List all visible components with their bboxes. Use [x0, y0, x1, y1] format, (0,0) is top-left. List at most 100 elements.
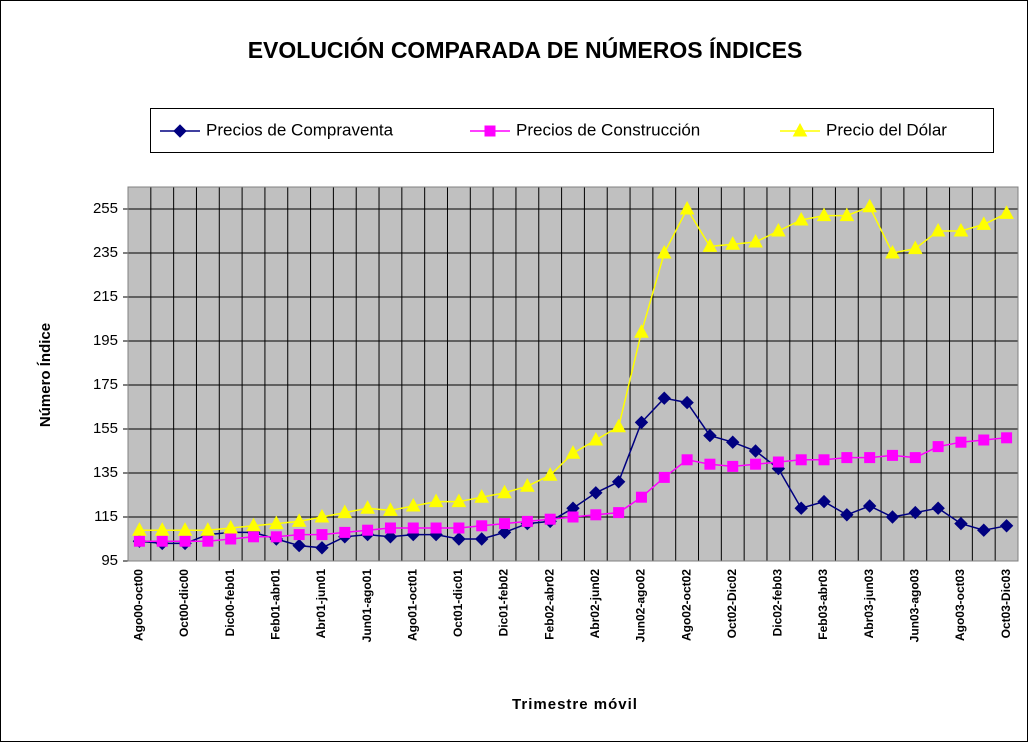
x-tick-label: Abr03-jun03	[862, 569, 876, 639]
y-tick-label: 115	[94, 508, 118, 525]
x-tick-label: Dic02-feb03	[771, 569, 785, 637]
marker	[864, 452, 876, 464]
marker	[931, 501, 945, 515]
marker	[453, 522, 465, 534]
marker	[428, 493, 444, 508]
marker	[907, 240, 923, 255]
marker	[932, 441, 944, 453]
marker	[795, 454, 807, 466]
marker	[451, 493, 467, 508]
marker	[793, 211, 809, 226]
marker	[727, 460, 739, 472]
x-tick-label: Jun03-ago03	[907, 569, 921, 643]
marker	[885, 244, 900, 259]
marker	[225, 533, 237, 545]
plot-area	[128, 187, 1018, 561]
x-tick-label: Dic01-feb02	[497, 569, 511, 637]
chart-title: EVOLUCIÓN COMPARADA DE NÚMEROS ÍNDICES	[248, 36, 803, 63]
marker	[202, 535, 214, 547]
marker	[544, 513, 556, 525]
marker	[862, 499, 877, 513]
marker	[521, 515, 533, 527]
marker	[954, 516, 968, 531]
marker	[816, 207, 832, 222]
plot-border	[127, 186, 1019, 562]
y-tick-label: 155	[93, 420, 118, 437]
marker	[613, 507, 625, 519]
marker	[474, 489, 490, 503]
marker	[484, 125, 496, 137]
marker	[337, 504, 353, 519]
marker	[291, 513, 307, 527]
marker	[246, 517, 261, 532]
marker	[703, 428, 717, 443]
marker	[955, 436, 967, 448]
marker	[497, 525, 512, 540]
legend-label: Precios de Compraventa	[206, 120, 394, 139]
marker	[542, 467, 558, 481]
marker	[200, 522, 216, 536]
marker	[520, 478, 535, 492]
y-tick-label: 135	[93, 464, 118, 481]
marker	[750, 458, 762, 470]
marker	[748, 233, 763, 248]
marker	[475, 532, 489, 546]
marker	[292, 538, 306, 553]
marker	[156, 535, 168, 547]
marker	[794, 501, 808, 515]
marker	[818, 454, 830, 466]
x-tick-label: Ago02-oct02	[679, 569, 693, 641]
x-tick-label: Dic00-feb01	[223, 569, 237, 637]
marker	[702, 238, 718, 252]
marker	[657, 391, 671, 405]
marker	[177, 522, 193, 536]
marker	[248, 531, 260, 543]
y-tick-label: 175	[93, 376, 118, 393]
x-tick-label: Jun02-ago02	[634, 569, 648, 643]
marker	[658, 471, 670, 483]
x-tick-label: Abr01-jun01	[314, 569, 328, 639]
y-tick-label: 255	[93, 200, 118, 217]
marker	[635, 491, 647, 503]
y-tick-label: 95	[101, 552, 118, 569]
marker	[270, 531, 282, 543]
y-tick-label: 235	[93, 244, 118, 261]
marker	[680, 395, 694, 410]
marker	[976, 216, 992, 230]
marker	[908, 505, 923, 520]
marker	[133, 535, 145, 547]
legend-label: Precios de Construcción	[516, 120, 700, 139]
marker	[383, 502, 398, 516]
marker	[886, 449, 898, 461]
y-tick-label: 215	[93, 288, 118, 305]
marker	[909, 452, 921, 464]
marker	[339, 526, 351, 538]
marker	[634, 324, 649, 338]
marker	[567, 511, 579, 523]
marker	[611, 475, 626, 489]
marker	[748, 444, 763, 458]
x-tick-label: Abr02-jun02	[588, 569, 602, 639]
marker	[268, 515, 284, 530]
x-tick-label: Jun01-ago01	[360, 569, 374, 643]
marker	[383, 530, 398, 544]
marker	[862, 198, 878, 213]
marker	[725, 236, 741, 250]
marker	[656, 244, 672, 259]
marker	[679, 200, 695, 215]
marker	[681, 454, 693, 466]
marker	[771, 222, 786, 237]
marker	[588, 431, 604, 446]
marker	[132, 522, 147, 536]
x-axis-title: Trimestre móvil	[512, 696, 638, 713]
marker	[999, 205, 1014, 219]
marker	[841, 452, 853, 464]
marker	[953, 222, 969, 237]
marker	[772, 456, 784, 468]
marker	[978, 434, 990, 446]
marker	[726, 435, 740, 449]
marker	[590, 509, 602, 521]
marker	[499, 518, 511, 530]
marker	[817, 494, 831, 509]
